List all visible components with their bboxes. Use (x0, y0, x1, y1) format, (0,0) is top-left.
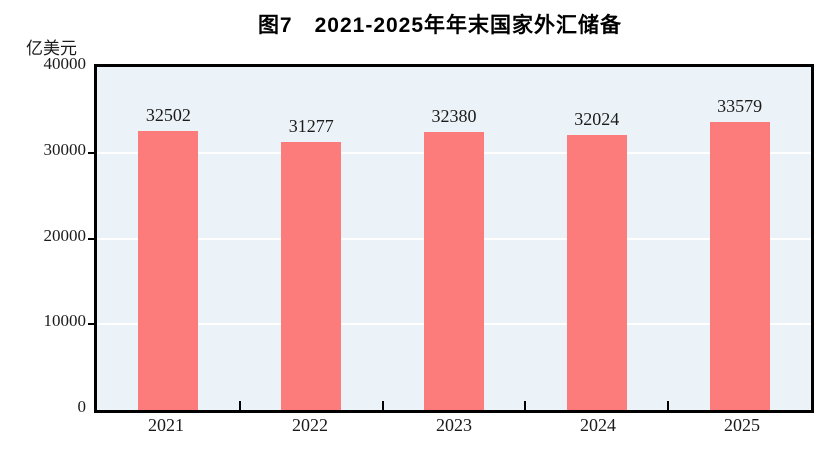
bar-value-label: 32024 (574, 109, 620, 130)
y-tick-label-10000: 10000 (43, 311, 87, 330)
category-2025: 33579 (668, 67, 811, 410)
bar-2023 (423, 132, 484, 410)
x-axis-labels: 2021 2022 2023 2024 2025 (94, 415, 814, 436)
bar-value-label: 33579 (717, 96, 763, 117)
y-tick-label-40000: 40000 (43, 54, 87, 73)
x-tick-label-2021: 2021 (148, 415, 184, 435)
category-2023: 32380 (383, 67, 526, 410)
x-axis-tick-1 (238, 401, 241, 410)
x-tick-label-2024: 2024 (580, 415, 616, 435)
x-axis-tick-4 (667, 401, 670, 410)
category-2024: 32024 (525, 67, 668, 410)
bar-value-label: 31277 (288, 115, 334, 136)
bar-2022 (281, 141, 342, 410)
bar-2025 (709, 122, 770, 410)
category-2021: 32502 (97, 67, 240, 410)
plot-area: 32502 31277 32380 32024 33579 (88, 64, 814, 413)
x-axis-tick-3 (524, 401, 527, 410)
bar-value-label: 32502 (145, 105, 191, 126)
x-axis-tick-2 (381, 401, 384, 410)
y-tick-label-0: 0 (77, 397, 87, 416)
bars-row: 32502 31277 32380 32024 33579 (97, 67, 811, 410)
x-tick-label-2023: 2023 (436, 415, 472, 435)
y-axis-unit-label: 亿美元 (26, 39, 77, 58)
y-axis-tick-30000 (88, 151, 94, 154)
y-axis-tick-20000 (88, 237, 94, 240)
y-tick-label-30000: 30000 (43, 140, 87, 159)
bar-value-label: 32380 (431, 106, 477, 127)
bar-2024 (566, 135, 627, 410)
category-2022: 31277 (240, 67, 383, 410)
bar-2021 (138, 131, 199, 410)
x-tick-label-2025: 2025 (724, 415, 760, 435)
y-tick-label-20000: 20000 (43, 226, 87, 245)
y-axis-tick-10000 (88, 323, 94, 326)
chart-title: 图7 2021-2025年年末国家外汇储备 (257, 14, 623, 37)
x-tick-label-2022: 2022 (292, 415, 328, 435)
